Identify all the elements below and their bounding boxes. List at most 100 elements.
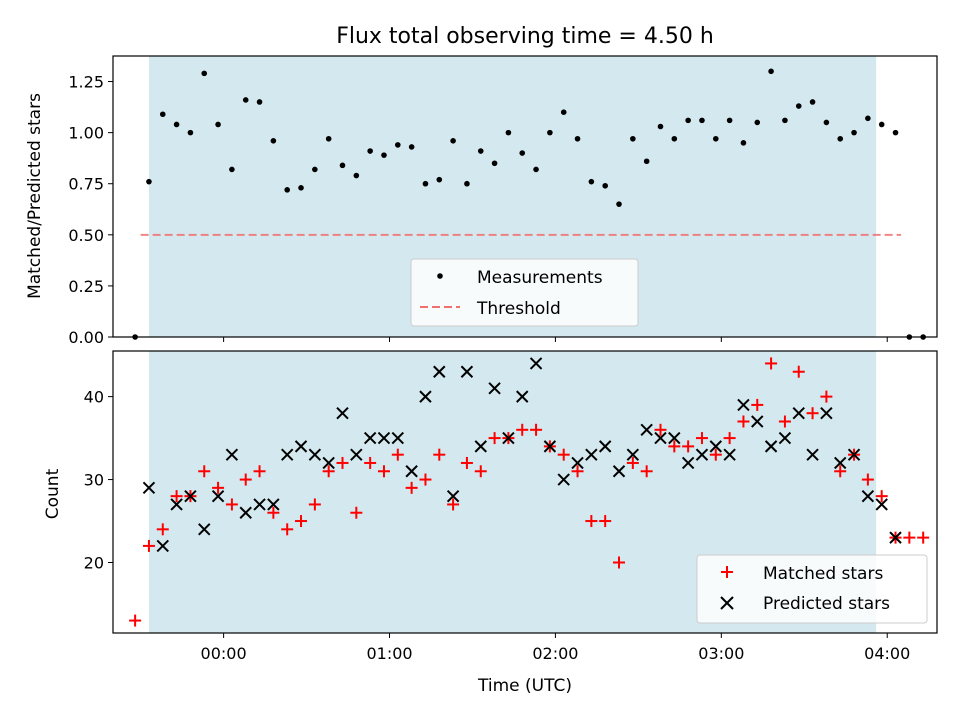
measurement-point xyxy=(671,135,678,142)
matched-star-point xyxy=(903,531,916,544)
top-y-tick-label: 1.25 xyxy=(68,73,104,92)
matched-star-point xyxy=(695,432,708,445)
predicted-star-point xyxy=(460,365,474,378)
matched-star-point xyxy=(765,357,778,370)
measurement-point xyxy=(560,109,567,115)
matched-star-point xyxy=(668,440,681,453)
matched-star-point xyxy=(516,423,529,436)
matched-star-point xyxy=(834,465,847,478)
predicted-star-point xyxy=(792,406,805,420)
top-y-tick-label: 0.50 xyxy=(68,226,104,245)
measurement-point xyxy=(159,111,166,118)
predicted-star-point xyxy=(336,406,349,420)
predicted-star-point xyxy=(751,415,764,428)
measurement-point xyxy=(795,103,802,109)
matched-star-point xyxy=(654,423,667,436)
predicted-star-point xyxy=(612,465,626,478)
matched-star-point xyxy=(613,556,626,569)
top-y-tick-label: 0.00 xyxy=(68,328,104,347)
top-panel: 0.00 0.25 0.50 0.75 1.00 1.25 Flux total obse… xyxy=(25,24,938,347)
top-axis-ticks: 0.00 0.25 0.50 0.75 1.00 1.25 xyxy=(68,73,888,347)
measurement-point xyxy=(146,178,152,185)
top-y-tick-label: 0.75 xyxy=(68,175,104,194)
matched-star-point xyxy=(336,456,349,469)
predicted-star-point xyxy=(419,390,432,403)
matched-star-point xyxy=(792,365,805,378)
legend-matched-label: Matched stars xyxy=(763,564,883,584)
matched-star-point xyxy=(626,456,639,469)
legend-threshold-label: Threshold xyxy=(476,299,561,319)
predicted-star-point xyxy=(640,423,653,437)
bottom-panel: 20 30 40 00:00 01:00 02:00 03:00 04:00 Count Ti… xyxy=(43,350,938,696)
predicted-star-point xyxy=(737,398,750,412)
measurement-point xyxy=(657,123,664,130)
predicted-star-point xyxy=(861,489,875,503)
matched-star-point xyxy=(723,432,736,445)
measurement-point xyxy=(782,117,788,124)
legend-matched-marker xyxy=(721,566,733,578)
predicted-star-point xyxy=(571,456,584,470)
matched-star-point xyxy=(530,423,543,436)
measurement-point xyxy=(450,138,456,144)
matched-star-point xyxy=(599,515,612,528)
predicted-star-point xyxy=(184,489,197,503)
predicted-star-point xyxy=(778,431,792,445)
predicted-star-point xyxy=(695,448,709,461)
measurement-points xyxy=(132,68,926,340)
measurement-point xyxy=(699,117,705,124)
measurement-point xyxy=(477,148,484,154)
measurement-point xyxy=(436,176,443,183)
measurement-point xyxy=(726,117,733,124)
matched-star-point xyxy=(447,498,460,511)
predicted-star-point xyxy=(377,431,391,445)
top-legend-box xyxy=(410,258,639,327)
predicted-star-point xyxy=(834,456,847,470)
measurement-point xyxy=(892,129,899,136)
predicted-star-point xyxy=(764,440,778,453)
matched-star-point xyxy=(156,523,169,536)
predicted-star-point xyxy=(889,531,902,544)
matched-star-point xyxy=(751,398,764,411)
measurement-point xyxy=(464,180,470,187)
matched-star-point xyxy=(806,407,819,420)
measurement-point xyxy=(242,97,249,103)
predicted-star-point xyxy=(875,498,888,511)
predicted-star-point xyxy=(488,382,501,395)
top-y-axis-label: Matched/Predicted stars xyxy=(25,93,45,299)
measurement-point xyxy=(201,70,208,77)
matched-star-point xyxy=(281,523,294,536)
predicted-star-point xyxy=(350,448,363,461)
measurement-point xyxy=(491,160,498,167)
predicted-star-point xyxy=(847,448,861,461)
measurement-point xyxy=(643,158,650,165)
matched-stars-points xyxy=(129,357,930,627)
measurement-point xyxy=(768,68,774,75)
measurement-point xyxy=(602,182,608,189)
measurement-point xyxy=(395,142,401,148)
predicted-star-point xyxy=(142,481,156,495)
matched-star-point xyxy=(142,539,155,552)
matched-star-point xyxy=(682,440,695,453)
bottom-y-axis-label: Count xyxy=(43,468,63,519)
measurement-point xyxy=(837,135,844,142)
measurement-point xyxy=(630,135,636,142)
matched-star-point xyxy=(917,531,930,544)
chart-title: Flux total observing time = 4.50 h xyxy=(336,24,714,49)
matched-star-point xyxy=(778,415,791,428)
matched-star-point xyxy=(433,448,446,461)
bottom-legend: Matched stars Predicted stars xyxy=(696,554,928,624)
top-axes-frame xyxy=(112,55,938,338)
x-tick-label: 03:00 xyxy=(698,644,744,663)
predicted-star-point xyxy=(294,440,308,453)
predicted-star-point xyxy=(405,465,418,478)
matched-star-point xyxy=(640,465,653,478)
matched-star-point xyxy=(709,448,722,461)
matched-star-point xyxy=(405,481,418,494)
measurement-point xyxy=(187,129,194,136)
measurement-point xyxy=(588,178,595,185)
predicted-stars-points xyxy=(142,357,902,553)
bottom-y-tick-label: 30 xyxy=(84,471,104,490)
predicted-star-point xyxy=(626,448,640,461)
matched-star-point xyxy=(585,515,598,528)
legend-predicted-marker xyxy=(720,596,734,610)
